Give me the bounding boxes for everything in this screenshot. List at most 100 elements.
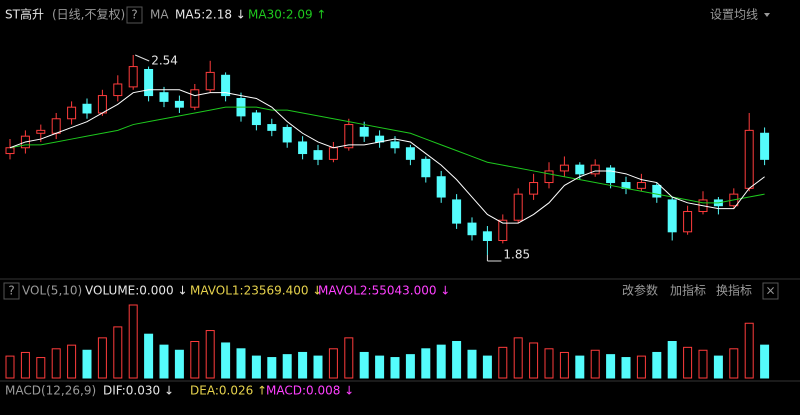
- candle-body: [190, 89, 200, 108]
- ma5-line: [9, 89, 765, 224]
- candle-body: [36, 129, 46, 134]
- candle-body: [159, 92, 169, 102]
- candle-body: [636, 182, 646, 189]
- volume-bar: [267, 357, 277, 379]
- candle-body: [328, 147, 338, 160]
- volume-bar: [174, 349, 184, 379]
- candle-body: [452, 199, 462, 224]
- volume-bar: [390, 357, 400, 379]
- candle-body: [513, 193, 523, 221]
- vol-name: VOL(5,10): [22, 284, 82, 298]
- volume-bar: [744, 322, 754, 379]
- candle-body: [97, 95, 107, 114]
- candle-body: [405, 147, 415, 160]
- volume-bar: [529, 342, 539, 379]
- candle-body: [359, 126, 369, 137]
- volume-bar: [36, 357, 46, 379]
- volume-bar: [113, 326, 123, 379]
- macd-label: MACD:0.008 ↓: [266, 384, 354, 398]
- macd-name: MACD(12,26,9): [5, 384, 96, 398]
- candle-body: [67, 106, 77, 120]
- candle-body: [144, 68, 154, 97]
- volume-bar: [344, 337, 354, 379]
- candle-body: [344, 124, 354, 149]
- volume-bar: [698, 349, 708, 379]
- volume-bar: [760, 344, 770, 379]
- volume-bar: [205, 330, 215, 379]
- dif-label: DIF:0.030 ↓: [103, 384, 174, 398]
- volume-bar: [313, 355, 323, 379]
- edit-params[interactable]: 改参数: [622, 283, 658, 298]
- help-box[interactable]: [126, 6, 143, 24]
- volume-bar: [82, 349, 92, 379]
- volume-bar: [221, 342, 231, 379]
- candle-body: [267, 124, 277, 131]
- candle-body: [113, 83, 123, 97]
- volume-bar: [729, 348, 739, 379]
- candle-body: [590, 164, 600, 175]
- volume-bar: [5, 355, 15, 379]
- candle-body: [559, 164, 569, 172]
- volume-bar: [405, 354, 415, 379]
- volume-bar: [621, 357, 631, 379]
- close[interactable]: ×: [765, 284, 775, 298]
- close-box[interactable]: [762, 282, 779, 300]
- swap-indicator[interactable]: 换指标: [716, 283, 752, 298]
- volume-bar: [51, 348, 61, 379]
- candle-body: [744, 129, 754, 189]
- volume-bar: [667, 341, 677, 379]
- candle-body: [421, 158, 431, 178]
- volume-bar: [513, 337, 523, 379]
- candle-body: [606, 167, 616, 184]
- help[interactable]: ?: [131, 8, 137, 22]
- volume-bar: [359, 351, 369, 379]
- volume-bar: [67, 344, 77, 379]
- high-pointer: [135, 54, 150, 62]
- volume-bar: [636, 355, 646, 379]
- candle-body: [498, 219, 508, 242]
- volume-bar: [482, 355, 492, 379]
- volume-bar: [544, 348, 554, 379]
- volume-bar: [375, 355, 385, 379]
- high-label: 2.54: [151, 54, 178, 68]
- candle-body: [544, 170, 554, 184]
- volume-bar: [713, 355, 723, 379]
- volume-bar: [190, 341, 200, 379]
- candle-body: [667, 199, 677, 233]
- candle-body: [221, 74, 231, 97]
- ma5-label: MA5:2.18 ↓: [175, 8, 246, 22]
- volume-bar: [452, 341, 462, 379]
- candle-body: [482, 231, 492, 242]
- candle-body: [282, 126, 292, 143]
- volume-bar: [575, 355, 585, 379]
- add-indicator[interactable]: 加指标: [670, 283, 706, 298]
- help-box[interactable]: [3, 282, 20, 300]
- candle-body: [174, 100, 184, 108]
- mavol1-label: MAVOL1:23569.400 ↓: [190, 284, 322, 298]
- candle-body: [251, 112, 261, 126]
- volume-label: VOLUME:0.000 ↓: [85, 284, 188, 298]
- mode: (日线,不复权): [52, 8, 125, 22]
- candle-body: [467, 222, 477, 236]
- volume-bar: [159, 344, 169, 379]
- help[interactable]: ?: [8, 284, 14, 298]
- candle-body: [575, 164, 585, 175]
- ma-settings[interactable]: 设置均线: [710, 8, 758, 22]
- volume-bar: [498, 346, 508, 379]
- low-label: 1.85: [503, 248, 530, 262]
- ma30-label: MA30:2.09 ↑: [248, 8, 326, 22]
- dea-label: DEA:0.026 ↑: [190, 384, 267, 398]
- volume-bar: [606, 354, 616, 379]
- candle-body: [652, 184, 662, 198]
- volume-bar: [298, 351, 308, 379]
- candle-body: [313, 150, 323, 160]
- volume-bar: [251, 355, 261, 379]
- volume-bar: [421, 348, 431, 379]
- stock-name: ST高升: [5, 7, 44, 22]
- candle-body: [298, 141, 308, 155]
- candle-body: [51, 118, 61, 134]
- candle-body: [5, 147, 15, 155]
- dropdown-arrow[interactable]: [764, 13, 770, 17]
- volume-bar: [467, 349, 477, 379]
- volume-bar: [128, 304, 138, 379]
